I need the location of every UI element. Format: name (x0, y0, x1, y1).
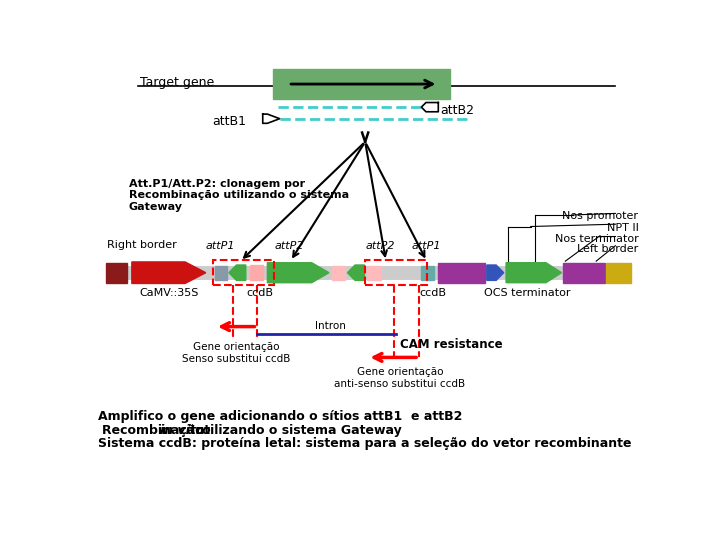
Bar (332, 266, 345, 280)
Text: CaMV::35S: CaMV::35S (139, 288, 199, 298)
Polygon shape (267, 262, 329, 283)
Bar (106, 262, 127, 283)
Polygon shape (132, 262, 206, 284)
Text: Intron: Intron (315, 321, 346, 331)
Polygon shape (487, 265, 504, 280)
Text: attP2: attP2 (366, 241, 395, 251)
Bar (606, 262, 631, 283)
Bar (367, 266, 381, 280)
Text: Amplifico o gene adicionando o sítios attB1  e attB2: Amplifico o gene adicionando o sítios at… (98, 410, 462, 423)
Text: attP1: attP1 (206, 241, 235, 251)
Bar (212, 260, 274, 285)
Text: CAM resistance: CAM resistance (400, 338, 503, 351)
Polygon shape (229, 265, 246, 280)
Polygon shape (263, 114, 279, 123)
Text: attP2: attP2 (275, 241, 305, 251)
Text: Sistema ccdB: proteína letal: sistema para a seleção do vetor recombinante: Sistema ccdB: proteína letal: sistema pa… (98, 437, 631, 450)
Polygon shape (348, 265, 364, 280)
Text: NPT II: NPT II (607, 222, 639, 233)
Bar (438, 262, 485, 283)
Text: utilizando o sistema Gateway: utilizando o sistema Gateway (191, 423, 402, 437)
Bar (273, 69, 450, 99)
Bar (215, 266, 227, 280)
Text: ccdB: ccdB (420, 288, 446, 298)
Text: ccdB: ccdB (246, 288, 273, 298)
Text: Recombinação: Recombinação (102, 423, 208, 437)
Text: Att.P1/Att.P2: clonagem por
Recombinação utilizando o sistema
Gateway: Att.P1/Att.P2: clonagem por Recombinação… (129, 179, 349, 212)
Polygon shape (506, 262, 562, 283)
Polygon shape (421, 103, 438, 112)
Bar (563, 262, 606, 283)
Text: attP1: attP1 (412, 241, 441, 251)
Text: OCS terminator: OCS terminator (485, 288, 571, 298)
Text: Left border: Left border (577, 244, 639, 254)
Text: Gene orientação
Senso substitui ccdB: Gene orientação Senso substitui ccdB (182, 342, 291, 363)
Bar (250, 265, 263, 280)
Text: Nos promoter: Nos promoter (562, 211, 639, 221)
Text: in vitro: in vitro (161, 423, 211, 437)
Bar (421, 266, 434, 280)
Text: Target gene: Target gene (140, 76, 214, 89)
Text: Gene orientação
anti-senso substitui ccdB: Gene orientação anti-senso substitui ccd… (334, 367, 465, 389)
Text: attB1: attB1 (212, 115, 246, 129)
Bar (365, 260, 427, 285)
Text: Right border: Right border (107, 240, 177, 249)
Text: attB2: attB2 (441, 104, 474, 117)
Text: Nos terminator: Nos terminator (554, 234, 639, 244)
